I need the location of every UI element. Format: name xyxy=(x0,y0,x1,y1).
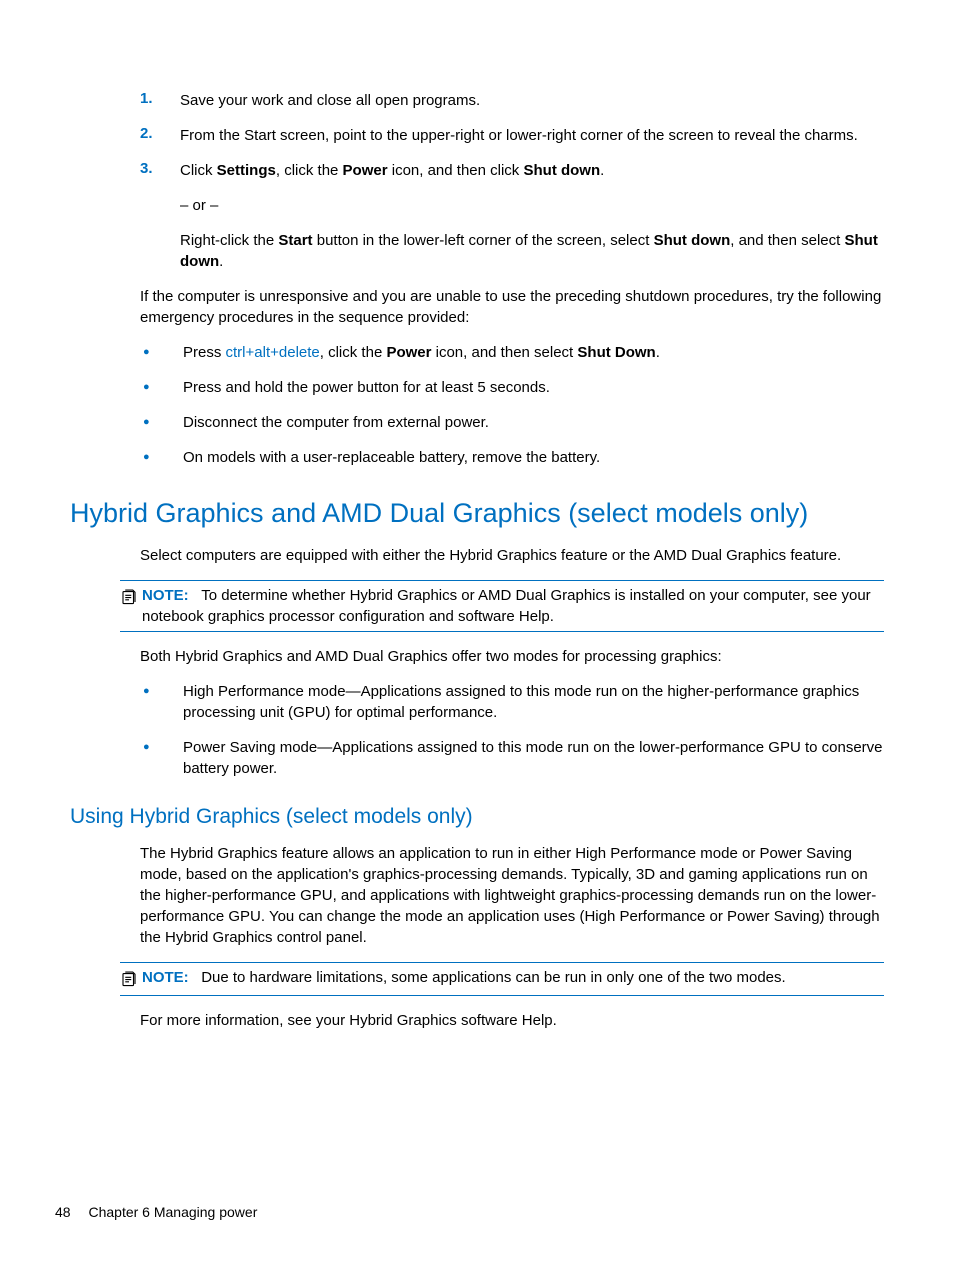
item-text: On models with a user-replaceable batter… xyxy=(183,447,884,468)
document-page: 1. Save your work and close all open pro… xyxy=(0,0,954,1270)
bullet-icon: ● xyxy=(140,342,183,363)
chapter-title: Chapter 6 Managing power xyxy=(88,1204,257,1220)
plus: + xyxy=(246,344,255,361)
alt-instruction: Right-click the Start button in the lowe… xyxy=(180,230,884,272)
bold: Shut down xyxy=(654,232,731,249)
text: . xyxy=(656,344,660,361)
note-label: NOTE: xyxy=(142,587,189,604)
note-text: Due to hardware limitations, some applic… xyxy=(201,969,786,986)
numbered-steps: 1. Save your work and close all open pro… xyxy=(140,90,884,272)
step-text: From the Start screen, point to the uppe… xyxy=(180,125,884,146)
bold: Start xyxy=(278,232,312,249)
bullet-icon: ● xyxy=(140,377,183,398)
modes-intro: Both Hybrid Graphics and AMD Dual Graphi… xyxy=(140,646,884,667)
step-text: Save your work and close all open progra… xyxy=(180,90,884,111)
key-alt: alt xyxy=(254,344,270,361)
more-info: For more information, see your Hybrid Gr… xyxy=(140,1010,884,1031)
note-block: NOTE: To determine whether Hybrid Graphi… xyxy=(120,580,884,632)
step-number: 3. xyxy=(140,160,180,272)
text: , click the xyxy=(320,344,387,361)
step-number: 2. xyxy=(140,125,180,146)
item-text: Power Saving mode—Applications assigned … xyxy=(183,737,884,779)
key-delete: delete xyxy=(279,344,320,361)
using-hybrid-para: The Hybrid Graphics feature allows an ap… xyxy=(140,843,884,948)
hybrid-intro: Select computers are equipped with eithe… xyxy=(140,545,884,566)
text: Press xyxy=(183,344,226,361)
text: Click xyxy=(180,162,217,179)
step-1: 1. Save your work and close all open pro… xyxy=(140,90,884,111)
plus: + xyxy=(270,344,279,361)
subsection-heading: Using Hybrid Graphics (select models onl… xyxy=(70,805,884,829)
note-icon xyxy=(120,967,142,991)
list-item: ● Press ctrl+alt+delete, click the Power… xyxy=(140,342,884,363)
item-text: Press and hold the power button for at l… xyxy=(183,377,884,398)
text: icon, and then select xyxy=(431,344,577,361)
list-item: ● High Performance mode—Applications ass… xyxy=(140,681,884,723)
text: . xyxy=(600,162,604,179)
modes-list: ● High Performance mode—Applications ass… xyxy=(140,681,884,779)
step-2: 2. From the Start screen, point to the u… xyxy=(140,125,884,146)
section-heading: Hybrid Graphics and AMD Dual Graphics (s… xyxy=(70,498,884,529)
bullet-icon: ● xyxy=(140,412,183,433)
list-item: ● On models with a user-replaceable batt… xyxy=(140,447,884,468)
list-item: ● Disconnect the computer from external … xyxy=(140,412,884,433)
note-text: To determine whether Hybrid Graphics or … xyxy=(142,587,871,625)
item-text: Press ctrl+alt+delete, click the Power i… xyxy=(183,342,884,363)
item-text: Disconnect the computer from external po… xyxy=(183,412,884,433)
text: button in the lower-left corner of the s… xyxy=(313,232,654,249)
step-3: 3. Click Settings, click the Power icon,… xyxy=(140,160,884,272)
text: , click the xyxy=(276,162,343,179)
text: icon, and then click xyxy=(388,162,524,179)
note-label: NOTE: xyxy=(142,969,189,986)
page-footer: 48 Chapter 6 Managing power xyxy=(55,1204,257,1220)
emergency-list: ● Press ctrl+alt+delete, click the Power… xyxy=(140,342,884,468)
item-text: High Performance mode—Applications assig… xyxy=(183,681,884,723)
bold: Shut down xyxy=(523,162,600,179)
text: . xyxy=(219,253,223,270)
note-block: NOTE: Due to hardware limitations, some … xyxy=(120,962,884,996)
step-number: 1. xyxy=(140,90,180,111)
text: Right-click the xyxy=(180,232,278,249)
text: , and then select xyxy=(730,232,844,249)
list-item: ● Press and hold the power button for at… xyxy=(140,377,884,398)
page-number: 48 xyxy=(55,1204,71,1220)
step-text: Click Settings, click the Power icon, an… xyxy=(180,160,884,272)
note-content: NOTE: To determine whether Hybrid Graphi… xyxy=(142,585,884,627)
note-icon xyxy=(120,585,142,627)
unresponsive-intro: If the computer is unresponsive and you … xyxy=(140,286,884,328)
bullet-icon: ● xyxy=(140,737,183,779)
bullet-icon: ● xyxy=(140,681,183,723)
list-item: ● Power Saving mode—Applications assigne… xyxy=(140,737,884,779)
bold: Shut Down xyxy=(577,344,655,361)
key-ctrl: ctrl xyxy=(226,344,246,361)
bullet-icon: ● xyxy=(140,447,183,468)
bold: Power xyxy=(386,344,431,361)
note-content: NOTE: Due to hardware limitations, some … xyxy=(142,967,884,991)
or-separator: – or – xyxy=(180,195,884,216)
bold: Power xyxy=(343,162,388,179)
bold: Settings xyxy=(217,162,276,179)
